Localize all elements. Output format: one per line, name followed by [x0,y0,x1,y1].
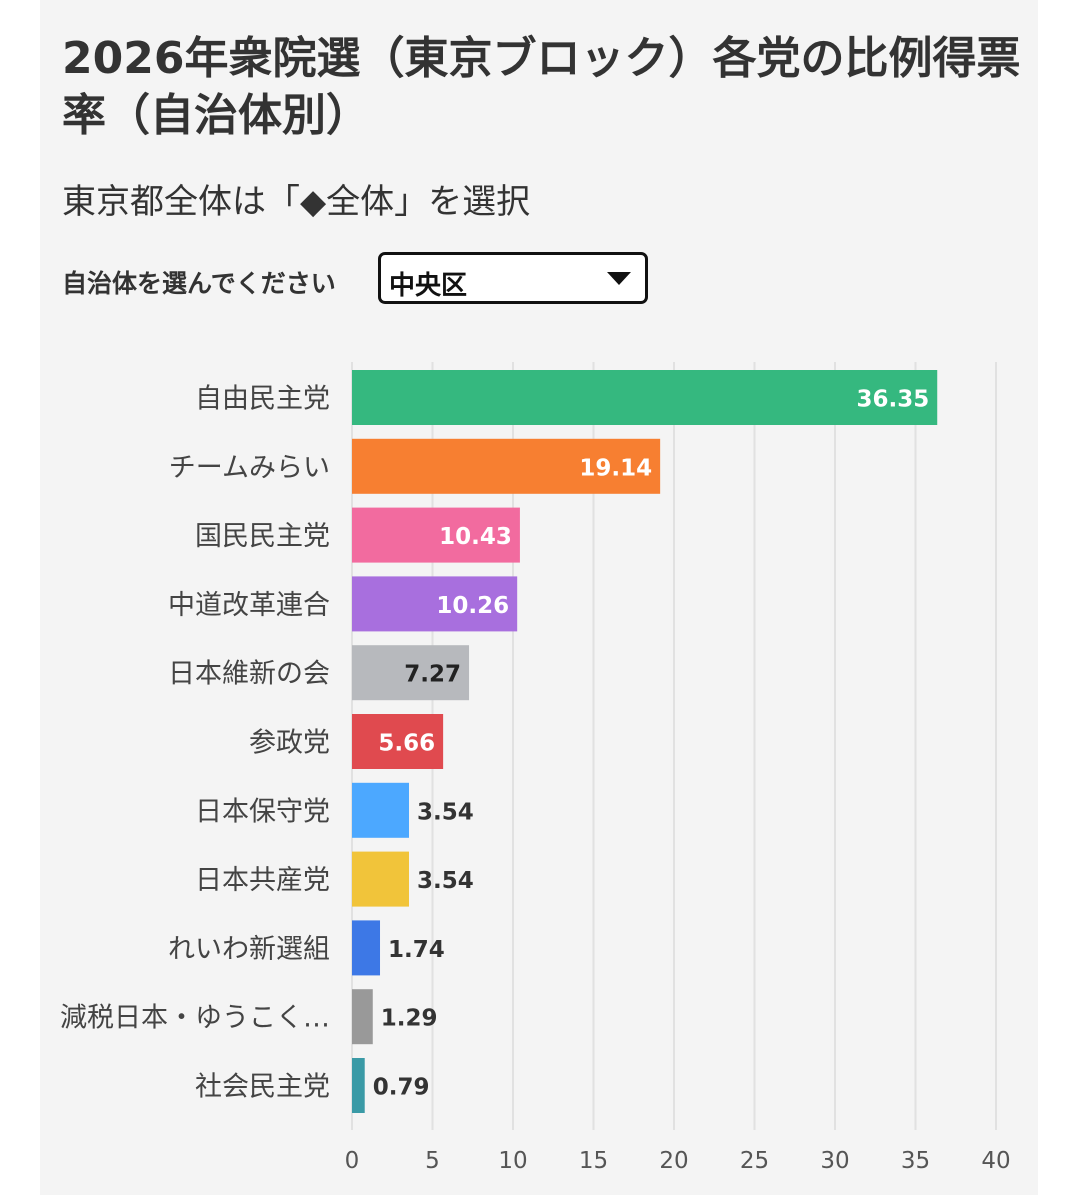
category-label: 社会民主党 [195,1072,330,1103]
x-tick-label: 20 [659,1148,688,1174]
category-label: 日本維新の会 [168,659,330,690]
value-label: 0.79 [373,1075,430,1101]
category-label: 減税日本・ゆうこく… [60,1003,330,1034]
value-label: 10.43 [439,524,512,550]
bar [352,507,520,563]
category-label: 日本共産党 [195,865,330,896]
x-tick-label: 0 [345,1148,360,1174]
bar [352,851,409,907]
bar [352,1058,365,1113]
municipality-dropdown[interactable]: 中央区 [378,252,648,304]
value-label: 1.29 [381,1006,438,1032]
category-label: 参政党 [249,728,330,759]
bar [352,370,938,425]
value-label: 1.74 [388,937,445,963]
x-tick-label: 25 [740,1148,769,1174]
bar [352,576,518,632]
value-label: 7.27 [404,662,461,688]
chart-title: 2026年衆院選（東京ブロック）各党の比例得票率（自治体別） [62,33,1021,141]
bar [352,989,373,1045]
category-label: 中道改革連合 [168,590,330,621]
x-tick-label: 10 [498,1148,527,1174]
bar [352,438,661,494]
dropdown-selected-value: 中央区 [389,271,468,301]
value-label: 36.35 [856,387,929,413]
bar-chart: 自由民主党 36.35 チームみらい 19.14 国民民主党 10.43 中道改革連合 10.… [60,362,1011,1174]
category-label: れいわ新選組 [168,934,330,965]
x-tick-label: 15 [579,1148,608,1174]
category-label: 日本保守党 [195,796,330,827]
category-label: 国民民主党 [195,521,330,552]
value-label: 10.26 [436,593,509,619]
category-label: チームみらい [169,452,330,483]
x-tick-label: 5 [425,1148,440,1174]
bar [352,920,381,976]
chart-card: 2026年衆院選（東京ブロック）各党の比例得票率（自治体別） 東京都全体は「◆全… [40,0,1038,1195]
selector-label: 自治体を選んでください [62,269,336,298]
bar [352,645,470,701]
value-label: 19.14 [579,455,652,481]
bar [352,782,409,838]
x-axis: 0 5 10 15 20 25 30 35 40 [345,1148,1011,1174]
x-tick-label: 40 [981,1148,1010,1174]
chart-subtitle: 東京都全体は「◆全体」を選択 [62,182,531,222]
value-label: 5.66 [378,731,435,757]
x-tick-label: 35 [901,1148,930,1174]
chevron-down-icon [605,269,633,291]
chart-bars: 自由民主党 36.35 チームみらい 19.14 国民民主党 10.43 中道改革連合 10.… [60,370,938,1113]
category-label: 自由民主党 [195,384,330,415]
value-label: 3.54 [417,799,474,825]
municipality-selector: 自治体を選んでください 中央区 [62,252,762,310]
bar [352,714,444,769]
x-tick-label: 30 [820,1148,849,1174]
value-label: 3.54 [417,868,474,894]
